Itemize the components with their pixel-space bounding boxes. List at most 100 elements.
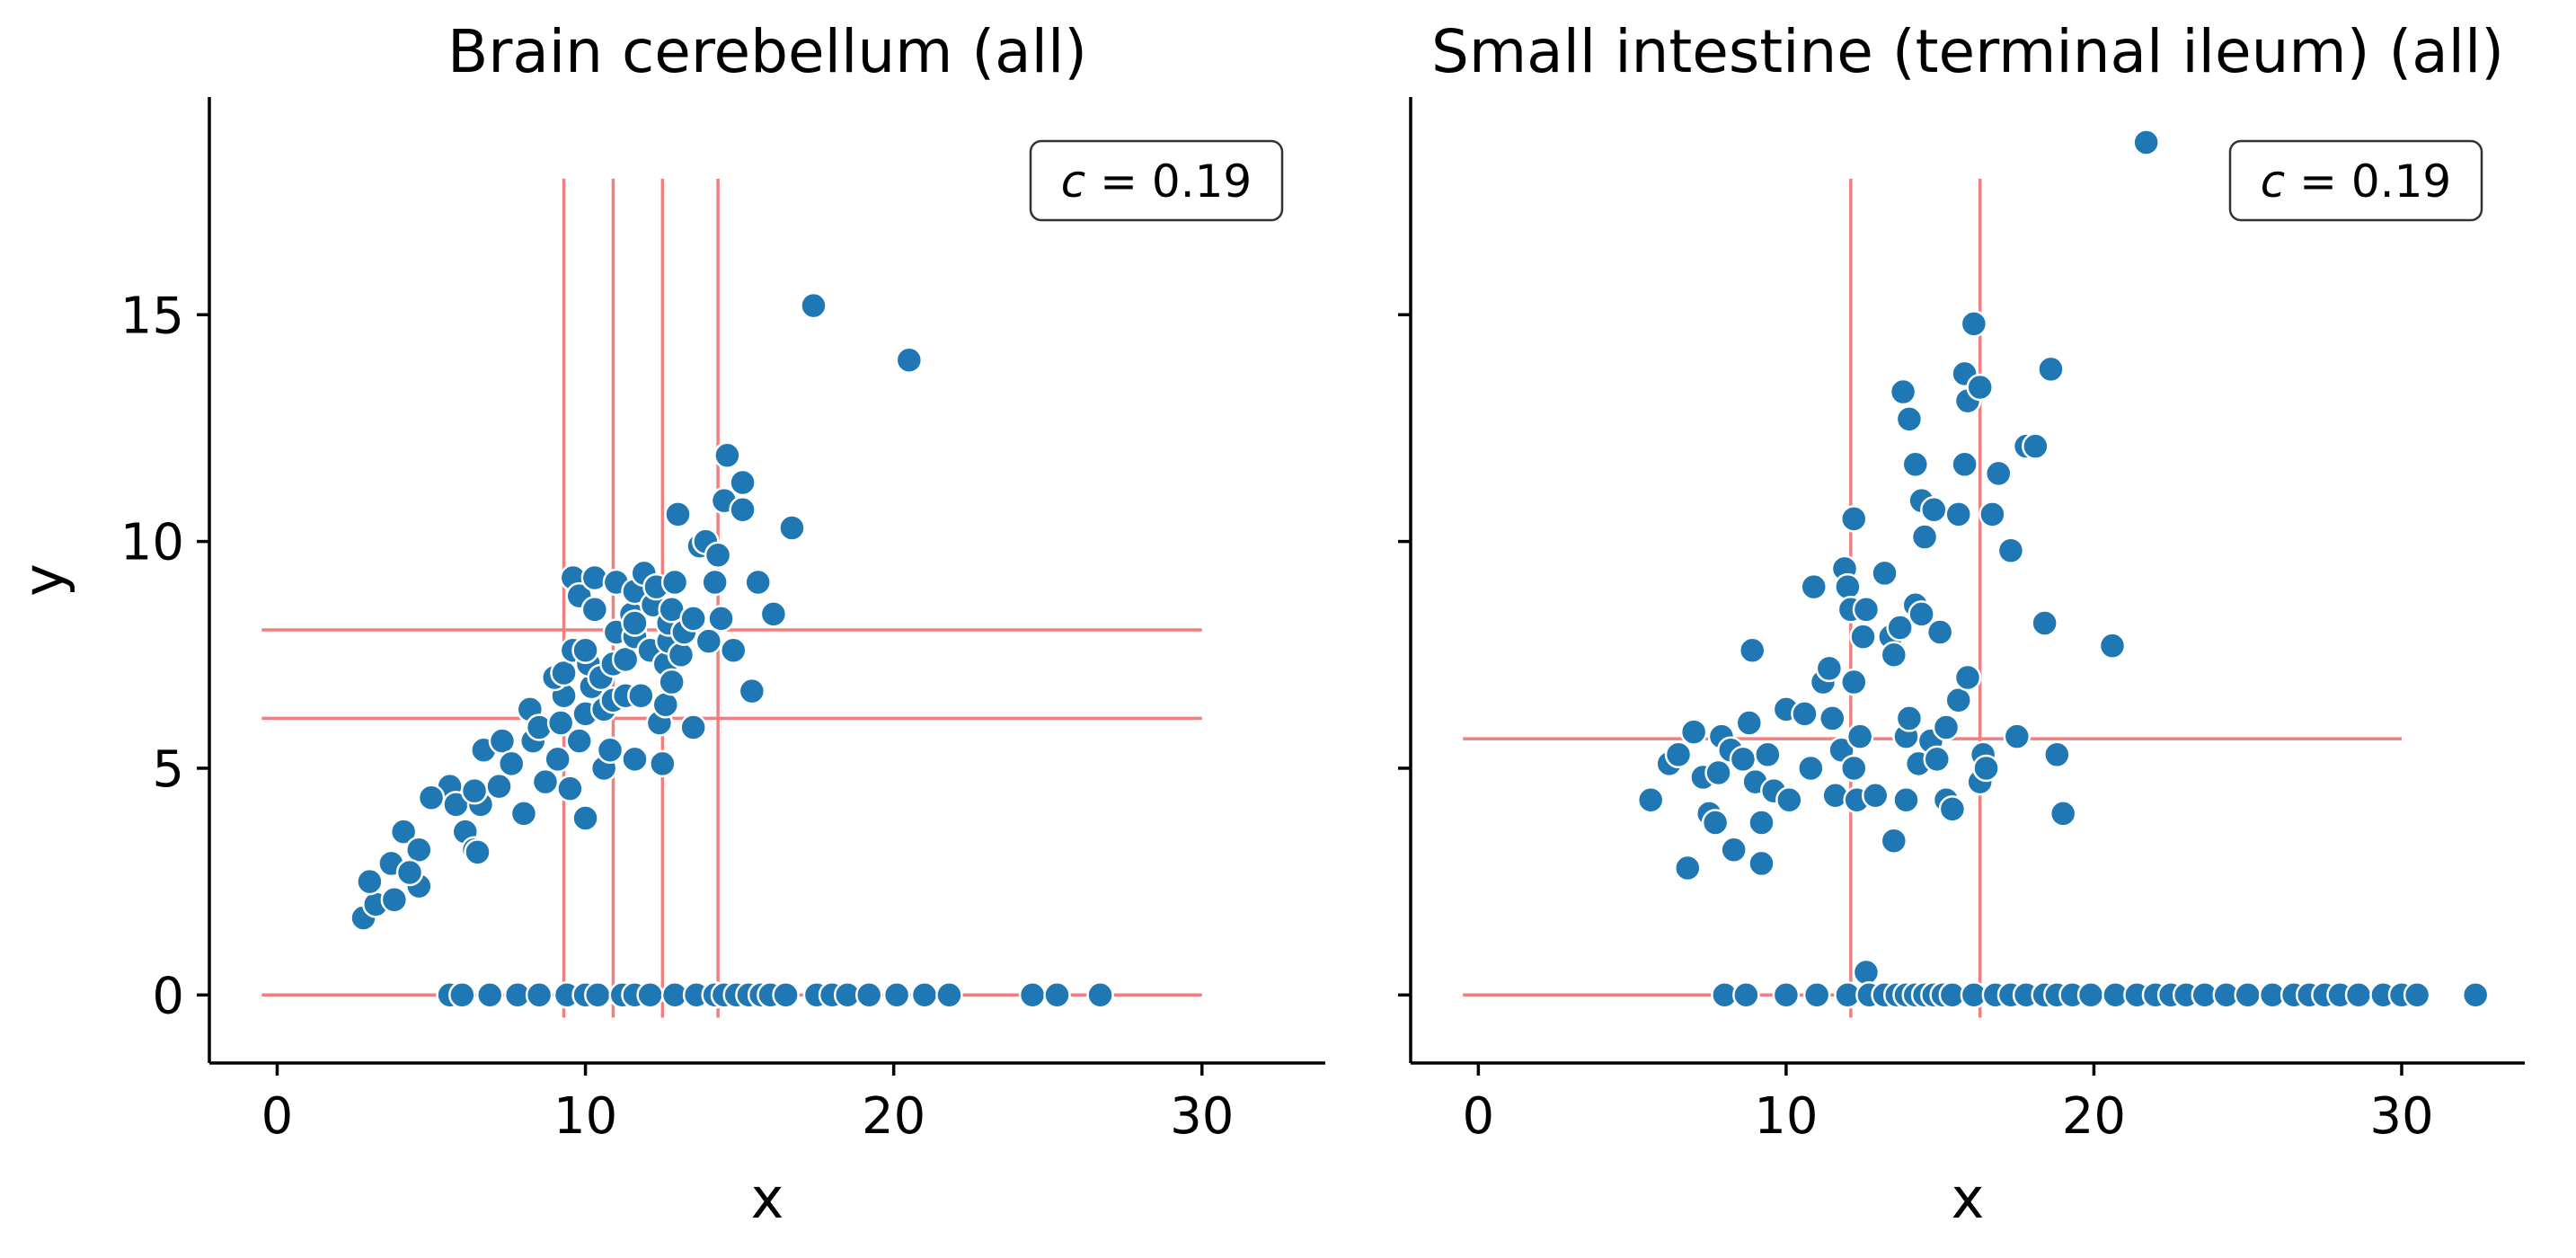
- data-point: [778, 514, 806, 542]
- data-point: [854, 981, 883, 1009]
- data-point: [1871, 559, 1899, 588]
- y-tick-label: 10: [120, 514, 184, 572]
- data-point: [2098, 632, 2127, 660]
- data-point: [596, 736, 624, 765]
- data-point: [1880, 641, 1908, 669]
- data-point: [1908, 600, 1935, 628]
- data-point: [1966, 373, 1994, 402]
- data-point: [1861, 781, 1890, 810]
- data-point: [464, 838, 491, 866]
- data-point: [525, 981, 553, 1009]
- data-point: [2234, 981, 2262, 1009]
- data-point: [389, 818, 418, 846]
- data-point: [1043, 981, 1071, 1009]
- data-point: [895, 346, 924, 374]
- data-point: [882, 981, 911, 1009]
- data-point: [2076, 981, 2105, 1009]
- data-point: [1748, 849, 1775, 878]
- data-point: [1791, 700, 1819, 728]
- data-point: [1738, 636, 1766, 664]
- x-axis-label: x: [751, 1165, 784, 1231]
- data-point: [531, 767, 560, 796]
- data-point: [497, 749, 526, 778]
- chart-title: Small intestine (terminal ileum) (all): [1431, 17, 2504, 86]
- data-point: [1819, 704, 1846, 732]
- y-tick-label: 15: [120, 287, 184, 345]
- data-point: [1880, 827, 1908, 855]
- chart-title: Brain cerebellum (all): [447, 17, 1087, 86]
- data-point: [910, 981, 939, 1009]
- data-point: [405, 836, 433, 864]
- data-point: [556, 775, 584, 802]
- data-point: [448, 981, 476, 1009]
- data-point: [2461, 981, 2490, 1009]
- data-point: [2022, 432, 2049, 460]
- data-point: [571, 636, 599, 664]
- data-point: [1636, 786, 1665, 814]
- data-point: [2043, 740, 2071, 769]
- data-point: [1978, 501, 2006, 528]
- x-axis-label: x: [1952, 1165, 1985, 1231]
- data-point: [565, 727, 593, 755]
- y-tick-label: 0: [152, 967, 184, 1025]
- x-tick-label: 20: [862, 1087, 925, 1146]
- data-point: [1925, 618, 1954, 646]
- data-point: [1800, 572, 1828, 601]
- data-point: [2132, 128, 2160, 156]
- data-point: [1895, 704, 1924, 732]
- data-point: [1797, 754, 1825, 783]
- data-point: [1932, 713, 1961, 741]
- x-tick-label: 20: [2062, 1087, 2126, 1146]
- data-point: [1679, 718, 1708, 746]
- data-point: [1772, 981, 1801, 1009]
- data-point: [627, 681, 655, 710]
- data-point: [744, 568, 772, 597]
- data-point: [1910, 523, 1939, 551]
- data-point: [488, 727, 517, 755]
- data-point: [1018, 981, 1047, 1009]
- data-point: [546, 709, 575, 737]
- data-point: [1748, 809, 1775, 837]
- data-point: [713, 441, 741, 469]
- data-point: [1892, 786, 1920, 814]
- data-point: [544, 745, 571, 774]
- x-tick-label: 30: [2369, 1087, 2433, 1146]
- data-point: [658, 668, 686, 696]
- data-point: [738, 677, 766, 705]
- data-point: [580, 596, 609, 624]
- y-axis-label: y: [11, 563, 76, 597]
- data-point: [720, 636, 748, 664]
- data-point: [2344, 981, 2373, 1009]
- data-point: [1938, 795, 1967, 823]
- data-point: [695, 627, 723, 655]
- data-point: [1944, 501, 1972, 528]
- data-point: [550, 659, 578, 687]
- y-tick-label: 5: [152, 740, 184, 799]
- data-point: [1086, 981, 1114, 1009]
- data-point: [460, 776, 489, 805]
- data-point: [651, 691, 680, 719]
- data-point: [759, 600, 788, 628]
- data-point: [1674, 854, 1702, 882]
- annotation-value: = 0.19: [1085, 155, 1252, 208]
- data-point: [729, 496, 757, 524]
- panel-small-intestine: Small intestine (terminal ileum) (all) x…: [1398, 17, 2525, 1231]
- data-point: [1951, 450, 1978, 479]
- data-point: [2037, 355, 2065, 384]
- data-point: [707, 605, 735, 633]
- data-point: [621, 745, 649, 774]
- annotation-value: = 0.19: [2285, 155, 2451, 208]
- annotation-symbol: c: [1061, 155, 1086, 208]
- data-point: [1840, 754, 1868, 783]
- data-point: [1834, 572, 1862, 601]
- data-point: [571, 804, 599, 832]
- data-point: [380, 886, 409, 914]
- data-point: [2403, 981, 2431, 1009]
- data-point: [1886, 614, 1914, 642]
- annotation-box: c = 0.19: [2228, 139, 2483, 222]
- annotation-label: c = 0.19: [2261, 155, 2452, 208]
- data-point: [729, 468, 757, 497]
- data-point: [1720, 836, 1748, 864]
